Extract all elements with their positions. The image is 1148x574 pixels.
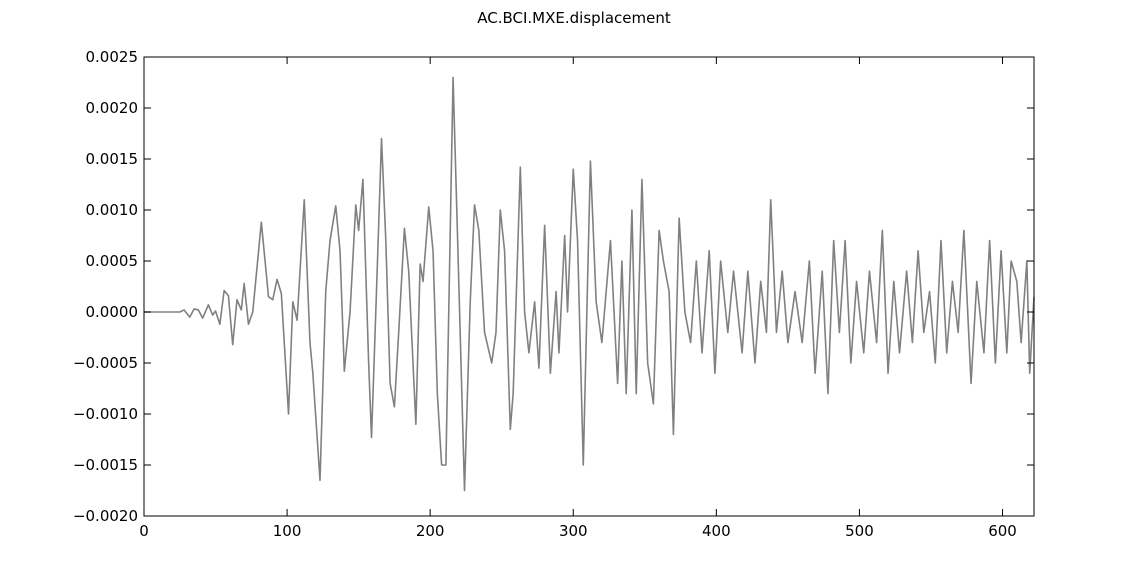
y-tick-label: −0.0005 [73, 354, 138, 372]
x-tick-label: 400 [702, 522, 731, 540]
x-tick-label: 500 [845, 522, 874, 540]
y-tick-label: −0.0020 [73, 507, 138, 525]
plot-area: 0 100 200 300 400 500 600 −0.0020 −0.0015 −0.0010… [73, 48, 1035, 540]
axes-frame [143, 56, 1035, 517]
x-tick-label: 200 [416, 522, 445, 540]
x-tick-label: 600 [988, 522, 1017, 540]
x-tick-label: 300 [559, 522, 588, 540]
y-tick-label: 0.0025 [86, 48, 139, 66]
y-tick-label: 0.0000 [86, 303, 139, 321]
y-tick-label: 0.0010 [86, 201, 139, 219]
y-tick-label: 0.0005 [86, 252, 139, 270]
chart-title: AC.BCI.MXE.displacement [477, 9, 671, 27]
y-tick-label: −0.0010 [73, 405, 138, 423]
series-line-0 [144, 76, 1035, 492]
x-tick-label: 0 [139, 522, 149, 540]
y-tick-label: −0.0015 [73, 456, 138, 474]
y-tick-label: 0.0015 [86, 150, 139, 168]
y-tick-label: 0.0020 [86, 99, 139, 117]
x-tick-label: 100 [273, 522, 302, 540]
